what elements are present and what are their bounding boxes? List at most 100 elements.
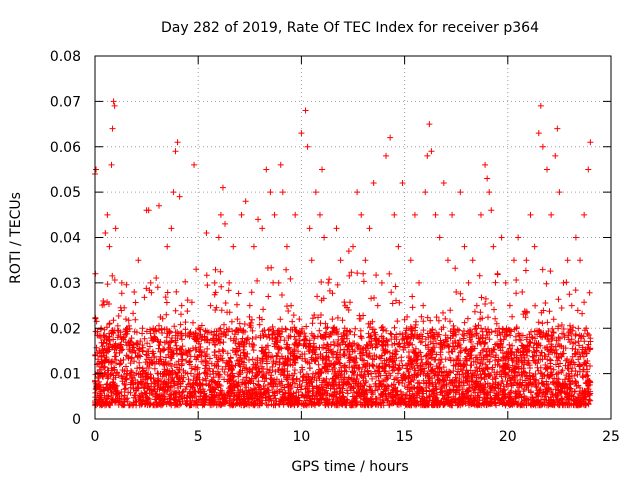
data-point	[535, 130, 542, 137]
x-tick-label: 25	[602, 429, 620, 445]
data-point	[383, 152, 390, 159]
data-point	[440, 180, 447, 187]
data-point	[354, 189, 361, 196]
data-point	[267, 189, 274, 196]
y-tick-label: 0.05	[50, 185, 81, 201]
data-point	[242, 198, 249, 205]
data-point	[112, 225, 119, 232]
data-point	[109, 125, 116, 132]
data-point	[426, 121, 433, 128]
data-point	[127, 347, 134, 354]
data-point	[568, 302, 575, 309]
x-tick-label: 20	[499, 429, 517, 445]
data-point	[325, 279, 332, 286]
data-point	[135, 257, 142, 264]
data-point	[259, 225, 266, 232]
data-point	[147, 279, 154, 286]
data-point	[110, 98, 117, 105]
data-point	[374, 302, 381, 309]
data-point	[168, 225, 175, 232]
data-point	[203, 229, 210, 236]
data-point	[304, 143, 311, 150]
data-point	[378, 279, 385, 286]
y-tick-label: 0.02	[50, 321, 81, 337]
data-point	[449, 211, 456, 218]
data-point	[469, 257, 476, 264]
data-point	[296, 316, 303, 323]
data-point	[283, 243, 290, 250]
data-point	[319, 166, 326, 173]
data-point	[95, 375, 102, 382]
y-tick-label: 0.08	[50, 49, 81, 65]
data-point	[362, 257, 369, 264]
background-point-cloud	[92, 264, 594, 409]
data-point	[523, 257, 530, 264]
data-point	[422, 189, 429, 196]
data-point	[108, 161, 115, 168]
data-point	[539, 143, 546, 150]
data-point	[102, 229, 109, 236]
data-point	[461, 243, 468, 250]
data-point	[453, 288, 460, 295]
data-point	[302, 107, 309, 114]
data-point	[477, 211, 484, 218]
data-point	[391, 211, 398, 218]
y-tick-label: 0.03	[50, 276, 81, 292]
background-points	[92, 264, 594, 409]
data-point	[298, 130, 305, 137]
data-point	[515, 234, 522, 241]
data-point	[457, 189, 464, 196]
data-point	[217, 211, 224, 218]
data-point	[537, 102, 544, 109]
y-tick-labels: 0 0.01 0.02 0.03 0.04 0.05 0.06 0.07 0.08	[50, 49, 81, 428]
data-point	[186, 361, 193, 368]
data-point	[193, 266, 200, 273]
x-tick-label: 0	[91, 429, 100, 445]
data-point	[155, 202, 162, 209]
data-point	[510, 257, 517, 264]
chart-title: Day 282 of 2019, Rate Of TEC Index for r…	[161, 20, 539, 36]
data-point	[560, 279, 567, 286]
data-point	[145, 207, 152, 214]
x-tick-label: 15	[396, 429, 414, 445]
data-point	[207, 302, 214, 309]
data-point	[246, 302, 253, 309]
data-point	[494, 270, 501, 277]
data-point	[428, 148, 435, 155]
data-point	[312, 189, 319, 196]
x-axis-label: GPS time / hours	[291, 459, 408, 475]
data-point	[215, 234, 222, 241]
data-point	[116, 361, 123, 368]
data-point	[482, 161, 489, 168]
data-point	[100, 298, 107, 305]
data-point	[370, 180, 377, 187]
data-point	[341, 325, 348, 332]
data-point	[178, 302, 185, 309]
data-point	[191, 161, 198, 168]
data-point	[572, 234, 579, 241]
data-point	[436, 234, 443, 241]
data-point	[131, 288, 138, 295]
data-point	[93, 166, 100, 173]
x-tick-label: 5	[194, 429, 203, 445]
data-point	[139, 325, 146, 332]
data-points	[92, 98, 594, 382]
grid-lines	[95, 56, 611, 419]
y-axis-label: ROTI / TECUs	[8, 192, 24, 284]
data-point	[484, 175, 491, 182]
data-point	[506, 302, 513, 309]
data-point	[581, 211, 588, 218]
data-point	[230, 243, 237, 250]
data-point	[263, 166, 270, 173]
data-point	[308, 257, 315, 264]
data-point	[585, 166, 592, 173]
data-point	[587, 139, 594, 146]
data-point	[172, 148, 179, 155]
data-point	[306, 225, 313, 232]
data-point	[337, 257, 344, 264]
data-point	[316, 211, 323, 218]
y-tick-label: 0.04	[50, 231, 81, 247]
data-point	[502, 279, 509, 286]
data-point	[544, 166, 551, 173]
data-point	[226, 279, 233, 286]
